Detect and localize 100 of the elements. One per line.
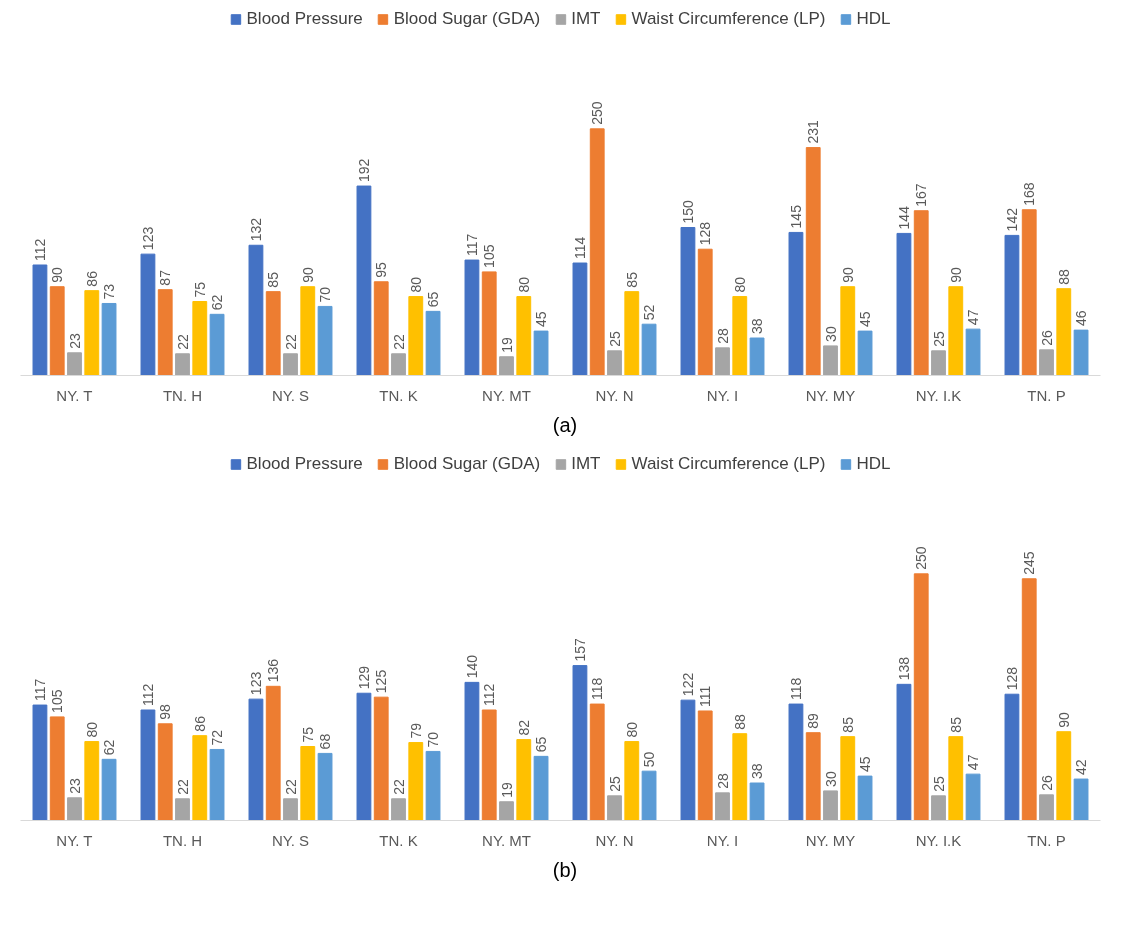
data-label: 114 [571, 236, 588, 260]
x-tick-label: NY. MY [805, 831, 856, 849]
bar [1056, 288, 1072, 376]
bar [1004, 693, 1020, 821]
legend-label: HDL [856, 9, 891, 29]
data-label: 112 [31, 238, 48, 261]
bar [516, 296, 532, 376]
data-label: 75 [299, 726, 316, 743]
bar [965, 328, 981, 376]
data-label: 80 [407, 276, 424, 293]
bar [624, 291, 640, 376]
data-label: 89 [805, 712, 822, 729]
bar [265, 291, 281, 376]
data-label: 26 [1038, 330, 1055, 346]
bar [425, 750, 441, 821]
data-label: 28 [714, 772, 731, 789]
bar [373, 281, 389, 376]
data-label: 85 [623, 271, 640, 288]
data-label: 245 [1021, 550, 1038, 575]
bar [209, 313, 225, 376]
x-tick-label: NY. T [56, 386, 93, 404]
data-label: 47 [965, 309, 982, 326]
legend-label: Blood Sugar (GDA) [393, 453, 541, 474]
data-label: 22 [282, 778, 299, 795]
data-label: 136 [265, 658, 282, 682]
data-label: 90 [49, 266, 66, 283]
data-label: 168 [1021, 182, 1038, 206]
x-tick-label: TN. P [1027, 831, 1066, 849]
data-label: 80 [623, 721, 640, 738]
data-label: 250 [913, 545, 930, 570]
data-label: 70 [317, 286, 334, 303]
data-label: 231 [805, 120, 822, 144]
bar [680, 699, 696, 821]
data-label: 142 [1003, 207, 1020, 232]
data-label: 80 [515, 276, 532, 293]
bar [1039, 793, 1054, 821]
data-label: 118 [787, 677, 804, 700]
data-label: 46 [1073, 310, 1090, 327]
data-label: 26 [1038, 774, 1055, 791]
bar [913, 210, 929, 376]
x-tick-label: TN. P [1027, 386, 1066, 404]
data-label: 111 [697, 685, 714, 707]
bar [749, 782, 765, 821]
data-label: 80 [83, 721, 100, 738]
bar [931, 794, 946, 821]
bar [32, 704, 48, 821]
bar [840, 735, 856, 821]
data-label: 50 [641, 750, 658, 767]
data-label: 250 [589, 101, 606, 125]
data-label: 22 [174, 334, 191, 350]
data-label: 25 [930, 775, 947, 792]
data-label: 105 [49, 688, 66, 713]
data-label: 85 [265, 271, 282, 288]
x-tick-label: NY. I [706, 386, 739, 404]
data-label: 145 [787, 204, 804, 229]
data-label: 85 [947, 716, 964, 733]
data-label: 38 [749, 762, 766, 779]
data-label: 70 [425, 731, 442, 747]
bar [572, 664, 588, 821]
data-label: 112 [139, 683, 156, 706]
bar [1021, 209, 1037, 376]
bar [948, 286, 964, 376]
bar [192, 301, 208, 376]
data-label: 25 [930, 331, 947, 347]
bar [641, 323, 657, 376]
bar [607, 794, 622, 821]
bar [49, 286, 65, 376]
bar [788, 703, 804, 821]
data-label: 28 [714, 328, 731, 344]
bar [788, 231, 804, 376]
data-label: 45 [857, 311, 874, 328]
bar [1073, 778, 1089, 821]
data-label: 125 [373, 669, 390, 693]
bar [1004, 234, 1020, 376]
data-label: 98 [157, 703, 174, 720]
bar [589, 128, 605, 376]
legend-label: Blood Pressure [246, 9, 363, 29]
data-label: 90 [839, 266, 856, 283]
bar [248, 698, 264, 821]
legend-label: IMT [571, 9, 601, 29]
bar [283, 797, 298, 821]
bar [248, 244, 264, 376]
data-label: 128 [697, 221, 714, 246]
data-label: 86 [191, 715, 208, 732]
bar [715, 347, 730, 376]
bar [680, 227, 696, 376]
bar [715, 791, 730, 821]
bar [499, 356, 514, 376]
legend-label: Waist Circumference (LP) [631, 453, 826, 474]
bar [749, 337, 765, 376]
bar [356, 692, 372, 821]
data-label: 23 [66, 777, 83, 794]
data-label: 86 [83, 270, 100, 287]
bar [624, 740, 640, 821]
data-label: 157 [571, 637, 588, 662]
data-label: 72 [209, 729, 226, 746]
bar [140, 709, 156, 821]
bar [641, 770, 657, 821]
bar [481, 271, 497, 376]
data-label: 68 [317, 733, 334, 749]
